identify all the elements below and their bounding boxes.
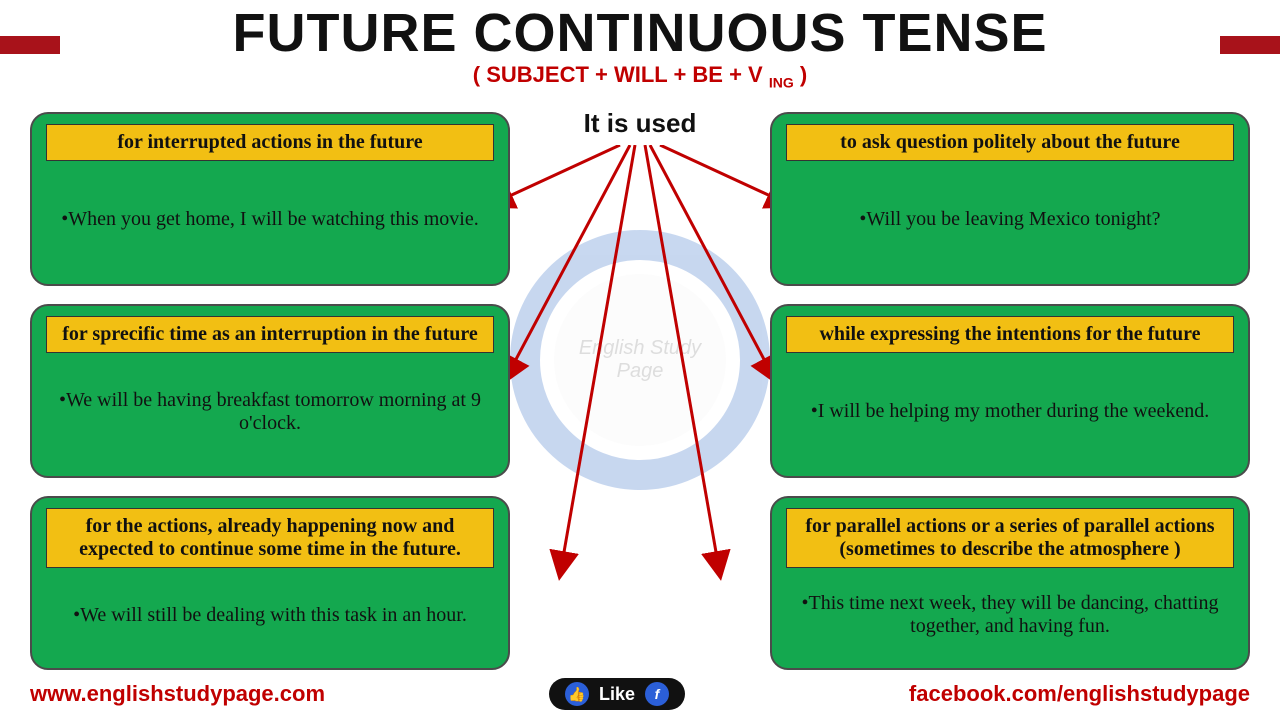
card-header: while expressing the intentions for the …	[786, 316, 1234, 353]
card-body: •When you get home, I will be watching t…	[46, 161, 494, 270]
page-title: FUTURE CONTINUOUS TENSE	[0, 0, 1280, 64]
like-label: Like	[599, 684, 635, 705]
card-right-3: for parallel actions or a series of para…	[770, 496, 1250, 670]
cards-grid: for interrupted actions in the future •W…	[30, 112, 1250, 670]
thumb-icon	[565, 682, 589, 706]
card-body: •Will you be leaving Mexico tonight?	[786, 161, 1234, 270]
spacer	[510, 112, 770, 286]
card-right-2: while expressing the intentions for the …	[770, 304, 1250, 478]
subtitle-suffix: )	[794, 62, 807, 87]
card-left-1: for interrupted actions in the future •W…	[30, 112, 510, 286]
page-subtitle: ( SUBJECT + WILL + BE + V ING )	[0, 62, 1280, 90]
card-header: for parallel actions or a series of para…	[786, 508, 1234, 568]
decor-bar-right	[1220, 36, 1280, 54]
card-left-3: for the actions, already happening now a…	[30, 496, 510, 670]
decor-bar-left	[0, 36, 60, 54]
facebook-icon: f	[645, 682, 669, 706]
like-button[interactable]: Like f	[549, 678, 685, 710]
subtitle-sub: ING	[769, 74, 794, 90]
footer-url-left[interactable]: www.englishstudypage.com	[30, 681, 325, 707]
footer: www.englishstudypage.com Like f facebook…	[0, 676, 1280, 712]
footer-url-right[interactable]: facebook.com/englishstudypage	[909, 681, 1250, 707]
card-body: •We will still be dealing with this task…	[46, 568, 494, 654]
card-header: to ask question politely about the futur…	[786, 124, 1234, 161]
card-left-2: for sprecific time as an interruption in…	[30, 304, 510, 478]
card-header: for sprecific time as an interruption in…	[46, 316, 494, 353]
card-header: for interrupted actions in the future	[46, 124, 494, 161]
subtitle-prefix: ( SUBJECT + WILL + BE + V	[473, 62, 769, 87]
spacer	[510, 304, 770, 478]
card-body: •We will be having breakfast tomorrow mo…	[46, 353, 494, 462]
card-body: •I will be helping my mother during the …	[786, 353, 1234, 462]
spacer	[510, 496, 770, 670]
card-right-1: to ask question politely about the futur…	[770, 112, 1250, 286]
card-header: for the actions, already happening now a…	[46, 508, 494, 568]
card-body: •This time next week, they will be danci…	[786, 568, 1234, 654]
